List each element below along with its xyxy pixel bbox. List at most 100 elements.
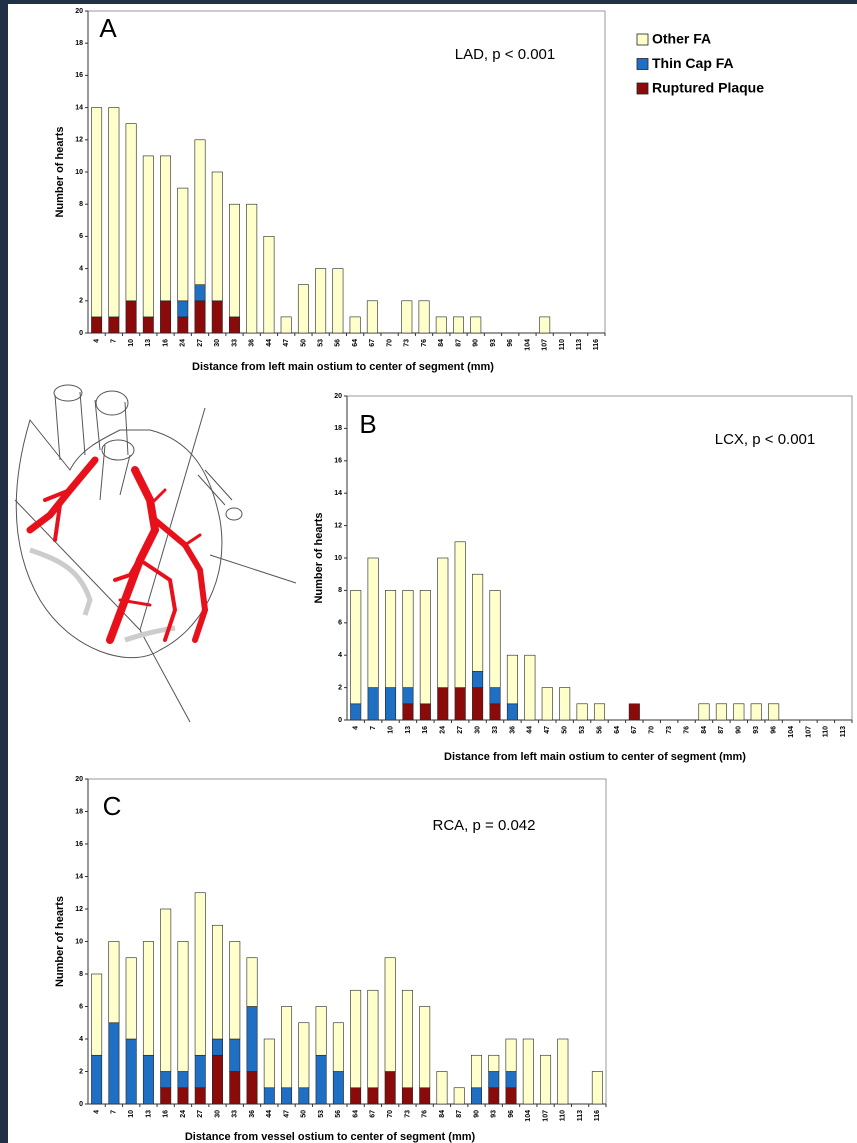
y-tick-label: 10	[334, 555, 342, 562]
bar-segment	[367, 557, 379, 688]
y-tick-label: 0	[338, 717, 342, 724]
x-tick-label: 27	[197, 339, 204, 347]
bar-segment	[505, 1087, 517, 1105]
bar-segment	[488, 1071, 500, 1089]
legend-swatch	[636, 33, 649, 46]
bar-segment	[506, 703, 518, 721]
x-tick-label: 73	[404, 339, 411, 347]
y-tick-label: 14	[75, 873, 83, 880]
bar-segment	[488, 1087, 500, 1105]
x-tick-label: 24	[440, 726, 447, 734]
bar-segment	[384, 1071, 396, 1105]
x-tick-label: 64	[352, 339, 359, 347]
bar-segment	[229, 316, 240, 334]
x-tick-label: 33	[232, 1110, 239, 1118]
bar-segment	[454, 541, 466, 688]
bar-segment	[177, 300, 189, 318]
x-tick-label: 96	[770, 726, 777, 734]
x-tick-label: 87	[455, 339, 462, 347]
bar-segment	[593, 703, 606, 721]
bar-segment	[349, 316, 361, 334]
x-tick-label: 47	[283, 1110, 290, 1118]
bar-segment	[489, 687, 501, 705]
x-tick-label: 30	[214, 1110, 221, 1118]
y-axis-label: Number of hearts	[54, 896, 66, 987]
bar-segment	[557, 1038, 569, 1105]
bar-segment	[160, 1071, 172, 1089]
x-tick-label: 110	[823, 726, 830, 737]
x-tick-label: 96	[507, 339, 514, 347]
x-tick-label: 84	[439, 1110, 446, 1118]
bar-segment	[540, 1054, 552, 1105]
bar-segment	[471, 1087, 482, 1105]
bar-segment	[194, 1087, 206, 1105]
bar-segment	[419, 590, 431, 705]
x-tick-label: 70	[649, 726, 656, 734]
bar-segment	[125, 957, 137, 1040]
legend-label: Ruptured Plaque	[652, 80, 764, 96]
bar-segment	[108, 941, 120, 1024]
x-tick-label: 16	[162, 339, 169, 347]
legend-swatch	[636, 82, 649, 95]
bar-segment	[488, 1054, 500, 1072]
bar-segment	[298, 1087, 310, 1105]
y-tick-label: 16	[334, 458, 342, 465]
bar-segment	[229, 1038, 241, 1072]
y-tick-label: 20	[75, 8, 83, 15]
y-tick-label: 8	[338, 587, 342, 594]
x-tick-label: 64	[352, 1110, 359, 1118]
bar-segment	[750, 703, 762, 721]
x-tick-label: 44	[266, 339, 273, 347]
x-tick-label: 116	[593, 339, 600, 350]
x-tick-label: 104	[788, 726, 795, 738]
bar-segment	[471, 1054, 482, 1089]
x-tick-label: 36	[509, 726, 516, 734]
x-tick-label: 93	[491, 1110, 498, 1118]
x-tick-label: 73	[666, 726, 673, 734]
bar-segment	[715, 703, 727, 721]
x-tick-label: 4	[93, 1110, 100, 1114]
x-tick-label: 36	[249, 339, 256, 347]
bar-segment	[194, 284, 206, 302]
x-tick-label: 87	[456, 1110, 463, 1118]
x-tick-label: 67	[370, 1110, 377, 1118]
x-tick-label: 30	[214, 339, 221, 347]
bar-segment	[472, 671, 484, 688]
x-tick-label: 50	[301, 1110, 308, 1118]
annotation: LAD, p < 0.001	[455, 46, 556, 63]
y-tick-label: 2	[79, 298, 83, 305]
bar-segment	[401, 1087, 413, 1105]
bar-segment	[125, 123, 137, 302]
bar-segment	[194, 1054, 206, 1089]
bar-segment	[367, 687, 379, 721]
bar-segment	[125, 300, 137, 334]
bar-segment	[367, 1087, 379, 1105]
x-tick-label: 4	[93, 339, 100, 343]
x-tick-label: 33	[492, 726, 499, 734]
x-tick-label: 4	[353, 726, 360, 730]
bar-segment	[194, 892, 206, 1056]
bar-segment	[472, 687, 484, 721]
bar-segment	[419, 1006, 431, 1089]
bar-segment	[419, 1087, 431, 1105]
bar-segment	[435, 316, 447, 334]
bar-segment	[108, 316, 120, 334]
bar-segment	[470, 316, 482, 334]
bar-segment	[472, 573, 484, 672]
panel-label: B	[359, 409, 376, 439]
y-tick-label: 14	[334, 490, 342, 497]
bar-segment	[125, 1038, 137, 1105]
x-tick-label: 16	[422, 726, 429, 734]
bar-segment	[229, 941, 241, 1040]
bar-segment	[212, 1054, 223, 1105]
x-axis-label: Distance from left main ostium to center…	[444, 751, 746, 763]
x-tick-label: 67	[369, 339, 376, 347]
x-tick-label: 73	[404, 1110, 411, 1118]
y-axis-label: Number of hearts	[313, 512, 325, 603]
y-tick-label: 0	[79, 1101, 83, 1108]
legend-swatch	[636, 58, 649, 70]
y-tick-label: 8	[79, 201, 83, 208]
x-tick-label: 113	[577, 1110, 584, 1121]
bar-segment	[160, 300, 172, 334]
